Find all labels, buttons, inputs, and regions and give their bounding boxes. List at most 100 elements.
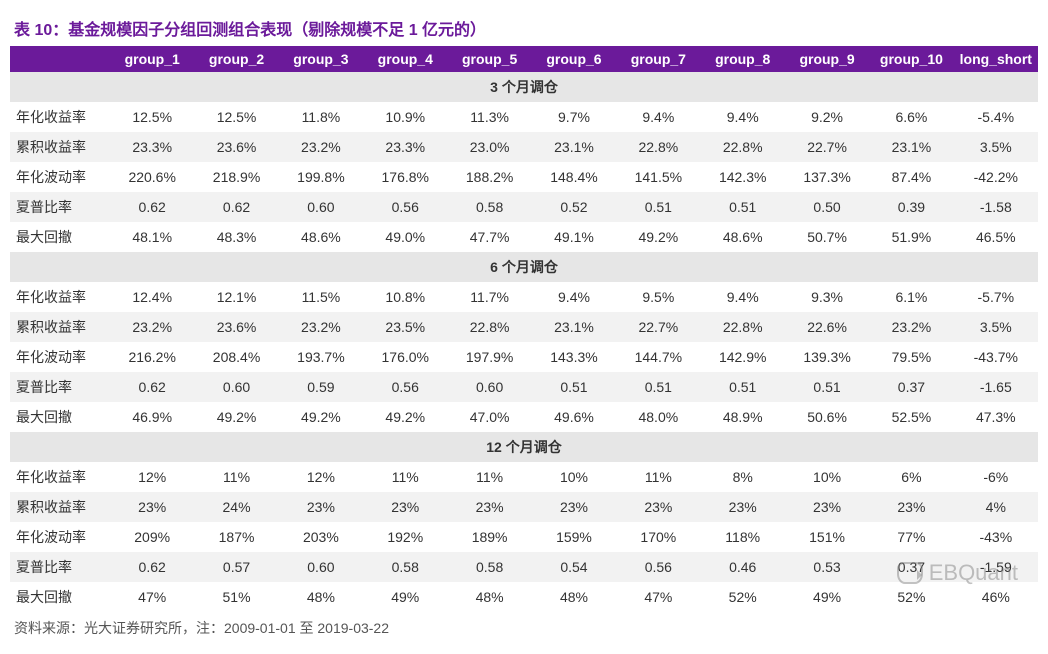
cell: 3.5% (954, 312, 1038, 342)
cell: -43.7% (954, 342, 1038, 372)
cell: 0.57 (194, 552, 278, 582)
cell: 23% (363, 492, 447, 522)
section-header: 6 个月调仓 (10, 252, 1038, 282)
row-label: 累积收益率 (10, 132, 110, 162)
cell: 48.6% (279, 222, 363, 252)
cell: 49.6% (532, 402, 616, 432)
table-row: 年化收益率12.5%12.5%11.8%10.9%11.3%9.7%9.4%9.… (10, 102, 1038, 132)
row-label: 年化波动率 (10, 342, 110, 372)
cell: -1.58 (954, 192, 1038, 222)
cell: 137.3% (785, 162, 869, 192)
header-row: group_1group_2group_3group_4group_5group… (10, 46, 1038, 72)
cell: 48.9% (701, 402, 785, 432)
cell: 23.1% (532, 312, 616, 342)
column-header: group_9 (785, 46, 869, 72)
row-label: 最大回撤 (10, 582, 110, 612)
cell: -6% (954, 462, 1038, 492)
cell: 23% (110, 492, 194, 522)
cell: 9.5% (616, 282, 700, 312)
cell: 22.6% (785, 312, 869, 342)
cell: 23.0% (447, 132, 531, 162)
section-header: 3 个月调仓 (10, 72, 1038, 102)
cell: 170% (616, 522, 700, 552)
cell: 0.60 (279, 552, 363, 582)
cell: 47% (110, 582, 194, 612)
cell: -5.7% (954, 282, 1038, 312)
cell: 49% (363, 582, 447, 612)
cell: 0.62 (110, 552, 194, 582)
table-body: 3 个月调仓年化收益率12.5%12.5%11.8%10.9%11.3%9.7%… (10, 72, 1038, 612)
column-header: group_2 (194, 46, 278, 72)
cell: 23.5% (363, 312, 447, 342)
header-blank (10, 46, 110, 72)
cell: 12.5% (110, 102, 194, 132)
column-header: group_3 (279, 46, 363, 72)
cell: 8% (701, 462, 785, 492)
cell: 176.8% (363, 162, 447, 192)
column-header: group_4 (363, 46, 447, 72)
cell: 23% (532, 492, 616, 522)
row-label: 最大回撤 (10, 222, 110, 252)
row-label: 年化波动率 (10, 162, 110, 192)
cell: 12.4% (110, 282, 194, 312)
cell: 22.8% (447, 312, 531, 342)
cell: 47.3% (954, 402, 1038, 432)
cell: 49.2% (616, 222, 700, 252)
section-header-row: 3 个月调仓 (10, 72, 1038, 102)
row-label: 累积收益率 (10, 312, 110, 342)
row-label: 年化收益率 (10, 282, 110, 312)
cell: 151% (785, 522, 869, 552)
cell: 148.4% (532, 162, 616, 192)
cell: 0.58 (447, 192, 531, 222)
cell: 216.2% (110, 342, 194, 372)
row-label: 夏普比率 (10, 372, 110, 402)
column-header: group_7 (616, 46, 700, 72)
cell: 23% (701, 492, 785, 522)
cell: 0.39 (869, 192, 953, 222)
cell: 79.5% (869, 342, 953, 372)
cell: 48.6% (701, 222, 785, 252)
cell: 47.0% (447, 402, 531, 432)
footnote: 资料来源：光大证券研究所，注：2009-01-01 至 2019-03-22 (10, 612, 1038, 644)
cell: 0.53 (785, 552, 869, 582)
cell: 23% (447, 492, 531, 522)
cell: 23% (785, 492, 869, 522)
cell: 176.0% (363, 342, 447, 372)
cell: 141.5% (616, 162, 700, 192)
cell: 11.7% (447, 282, 531, 312)
cell: 47% (616, 582, 700, 612)
cell: 0.37 (869, 552, 953, 582)
table-row: 夏普比率0.620.620.600.560.580.520.510.510.50… (10, 192, 1038, 222)
cell: 0.51 (616, 192, 700, 222)
cell: 46.9% (110, 402, 194, 432)
cell: 50.7% (785, 222, 869, 252)
cell: 0.62 (194, 192, 278, 222)
column-header: group_10 (869, 46, 953, 72)
cell: 12% (279, 462, 363, 492)
cell: 11% (447, 462, 531, 492)
cell: 23.3% (110, 132, 194, 162)
table-row: 年化波动率220.6%218.9%199.8%176.8%188.2%148.4… (10, 162, 1038, 192)
cell: 10% (532, 462, 616, 492)
cell: 11% (194, 462, 278, 492)
cell: 118% (701, 522, 785, 552)
cell: 22.7% (616, 312, 700, 342)
cell: 49.2% (279, 402, 363, 432)
column-header: group_5 (447, 46, 531, 72)
cell: 12.1% (194, 282, 278, 312)
cell: -5.4% (954, 102, 1038, 132)
section-header-row: 12 个月调仓 (10, 432, 1038, 462)
cell: 87.4% (869, 162, 953, 192)
cell: 0.51 (616, 372, 700, 402)
cell: 47.7% (447, 222, 531, 252)
cell: 48% (447, 582, 531, 612)
cell: 23% (616, 492, 700, 522)
cell: 218.9% (194, 162, 278, 192)
cell: 24% (194, 492, 278, 522)
table-row: 年化波动率209%187%203%192%189%159%170%118%151… (10, 522, 1038, 552)
cell: 51.9% (869, 222, 953, 252)
cell: 0.51 (532, 372, 616, 402)
table-row: 累积收益率23.3%23.6%23.2%23.3%23.0%23.1%22.8%… (10, 132, 1038, 162)
table-row: 最大回撤48.1%48.3%48.6%49.0%47.7%49.1%49.2%4… (10, 222, 1038, 252)
cell: 189% (447, 522, 531, 552)
